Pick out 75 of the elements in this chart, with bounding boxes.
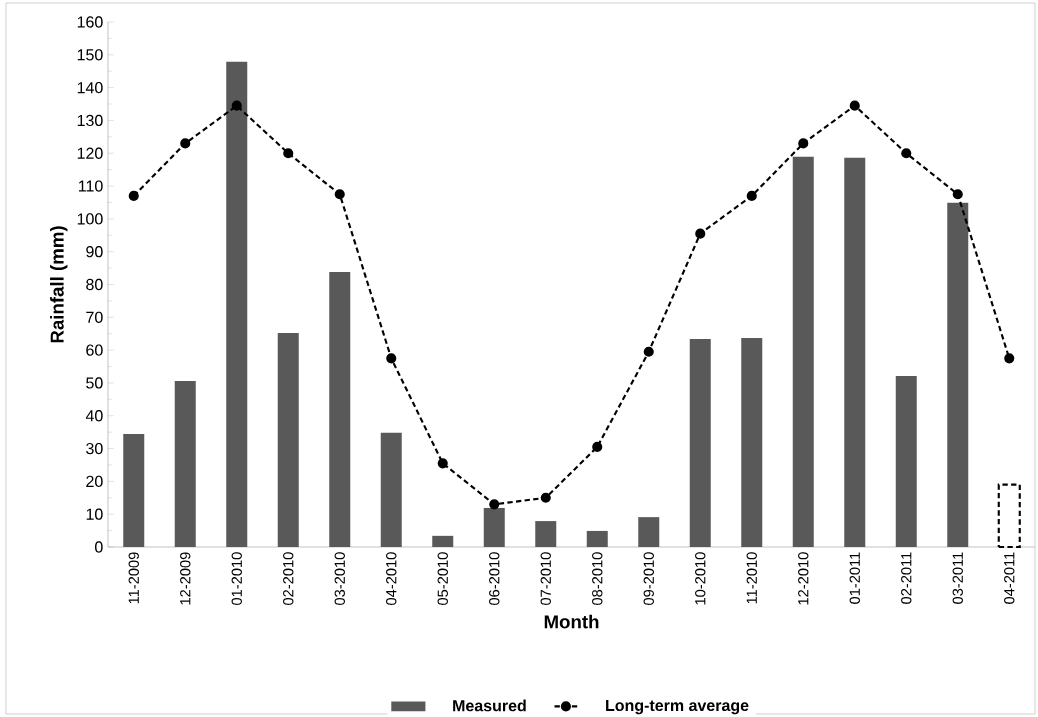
bar [123,434,145,547]
x-tick-label: 12-2009 [180,552,191,605]
x-tick-label: 09-2010 [643,552,654,605]
point [231,100,242,111]
point [180,138,191,149]
bar [586,530,608,547]
point [283,148,294,159]
bar [895,376,917,547]
y-tick-label: 160 [77,16,103,28]
point [952,189,963,200]
y-tick-label: 60 [86,344,103,356]
bar [638,517,660,547]
bar [792,156,814,547]
x-tick-label: 03-2011 [952,552,963,604]
point [746,190,757,201]
x-tick-label: 03-2010 [334,552,345,605]
point [592,441,603,452]
bar [174,380,196,547]
point [386,353,397,364]
x-tick-label: 12-2010 [798,552,809,605]
y-tick-label: 0 [95,541,103,553]
bar [689,338,711,547]
y-tick-label: 40 [85,410,103,422]
x-tick-label: 08-2010 [592,552,603,605]
x-tick-label: 04-2011 [1004,552,1015,604]
y-tick-label: 140 [77,81,103,94]
point [643,346,654,357]
legend-label: Long-term average [606,699,749,715]
bar [997,483,1021,549]
point [128,190,139,201]
x-tick-label: 04-2010 [386,552,397,605]
x-tick-label: 05-2010 [437,552,448,605]
y-tick-label: 120 [77,147,103,159]
y-tick-label: 110 [78,180,103,192]
point [437,458,448,469]
point [489,499,500,510]
x-tick-label: 06-2010 [489,552,500,605]
bar [226,61,248,547]
x-tick-label: 02-2010 [283,552,294,605]
x-tick-label: 01-2011 [849,552,860,604]
bar [380,432,402,547]
y-tick-label: 150 [77,49,103,61]
point [901,148,912,159]
point [334,189,345,200]
y-tick-label: 100 [77,213,103,225]
x-tick-label: 01-2010 [231,552,242,605]
bar [483,507,505,547]
y-axis-title: Rainfall (mm) [50,226,68,343]
y-tick-label: 10 [86,508,103,520]
y-tick-label: 130 [77,114,103,127]
x-tick-label: 11-2010 [746,552,757,604]
bar [947,202,969,547]
point [1004,353,1015,364]
y-tick-label: 70 [86,311,103,323]
bar [741,337,763,547]
y-tick-label: 50 [86,377,103,389]
bar [432,535,454,547]
y-tick-label: 30 [86,442,103,455]
point [540,492,551,503]
bar [329,272,351,547]
x-tick-label: 02-2011 [901,552,912,604]
x-tick-label: 07-2010 [540,552,551,605]
x-tick-label: 11-2009 [128,552,139,604]
bar [535,521,557,547]
y-tick-label: 80 [86,278,103,291]
x-axis-title: Month [544,614,599,629]
bar [844,157,866,547]
bar [277,333,299,547]
x-tick-label: 10-2010 [695,552,706,605]
y-tick-label: 20 [86,475,103,488]
point [695,228,706,239]
legend-label: Measured [453,699,526,712]
point [849,100,860,111]
point [798,138,809,149]
y-tick-label: 90 [86,246,103,258]
